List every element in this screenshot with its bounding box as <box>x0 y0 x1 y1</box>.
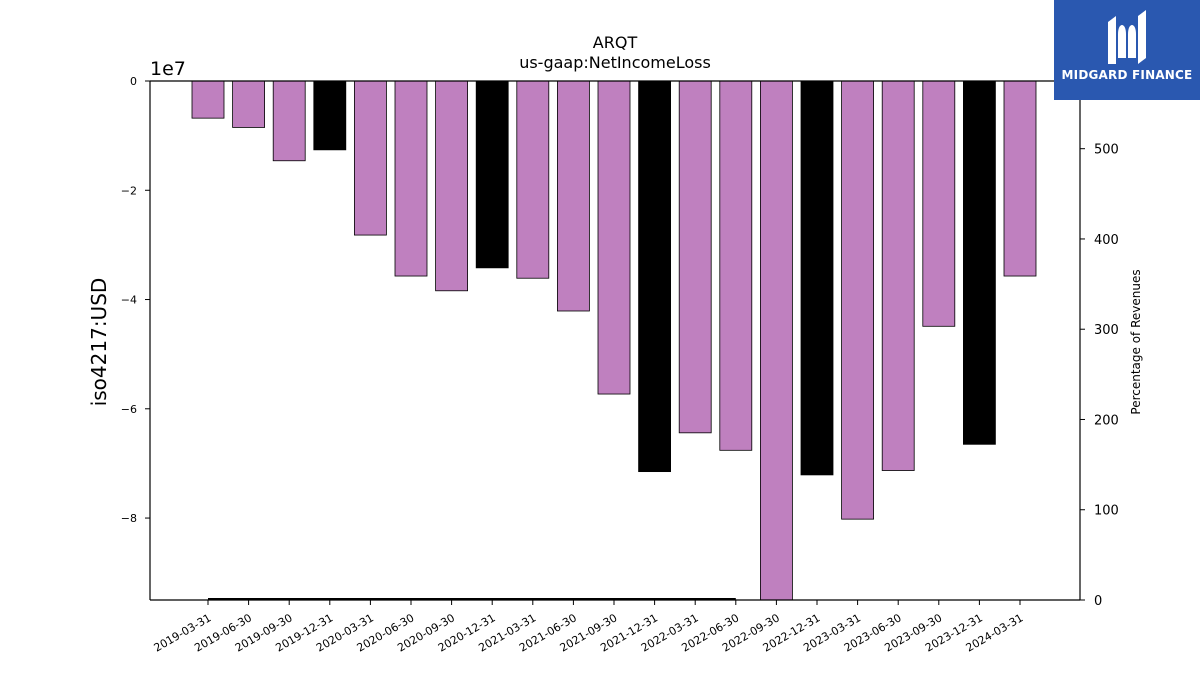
bar <box>191 80 225 119</box>
y-tick-label: −6 <box>121 403 137 416</box>
bar <box>800 80 834 476</box>
bar <box>435 80 469 292</box>
bar <box>516 80 550 279</box>
bar <box>922 80 956 327</box>
bar <box>313 80 347 151</box>
bar <box>881 80 915 471</box>
y-tick-label: 0 <box>130 75 137 88</box>
bar <box>475 80 509 269</box>
y2-tick-label: 500 <box>1094 143 1119 158</box>
midgard-logo-icon <box>1108 10 1146 64</box>
bar <box>638 80 671 473</box>
bar <box>1003 80 1037 277</box>
bar <box>760 80 793 601</box>
chart-subtitle: us-gaap:NetIncomeLoss <box>519 53 711 72</box>
y-offset-label: 1e7 <box>150 58 186 80</box>
brand-logo: MIDGARD FINANCE <box>1054 0 1200 100</box>
y2-axis-label: Percentage of Revenues <box>1129 269 1143 414</box>
bar <box>232 80 266 128</box>
bar <box>597 80 631 395</box>
bar <box>353 80 387 236</box>
chart-title: ARQT <box>593 33 638 52</box>
bar <box>394 80 428 277</box>
y2-tick-label: 0 <box>1094 594 1102 609</box>
brand-name: MIDGARD FINANCE <box>1061 68 1193 82</box>
y-axis-label: iso4217:USD <box>87 278 111 407</box>
y2-tick-label: 200 <box>1094 413 1119 428</box>
y2-tick-label: 100 <box>1094 504 1119 519</box>
bar <box>272 80 306 162</box>
bar <box>557 80 590 312</box>
y-tick-label: −8 <box>121 512 137 525</box>
bar <box>719 80 753 451</box>
bar <box>678 80 712 434</box>
y-tick-label: −2 <box>121 184 137 197</box>
bar <box>963 80 996 445</box>
y2-tick-label: 300 <box>1094 323 1119 338</box>
bar <box>841 80 874 520</box>
y2-tick-label: 400 <box>1094 233 1119 248</box>
y-tick-label: −4 <box>121 294 137 307</box>
